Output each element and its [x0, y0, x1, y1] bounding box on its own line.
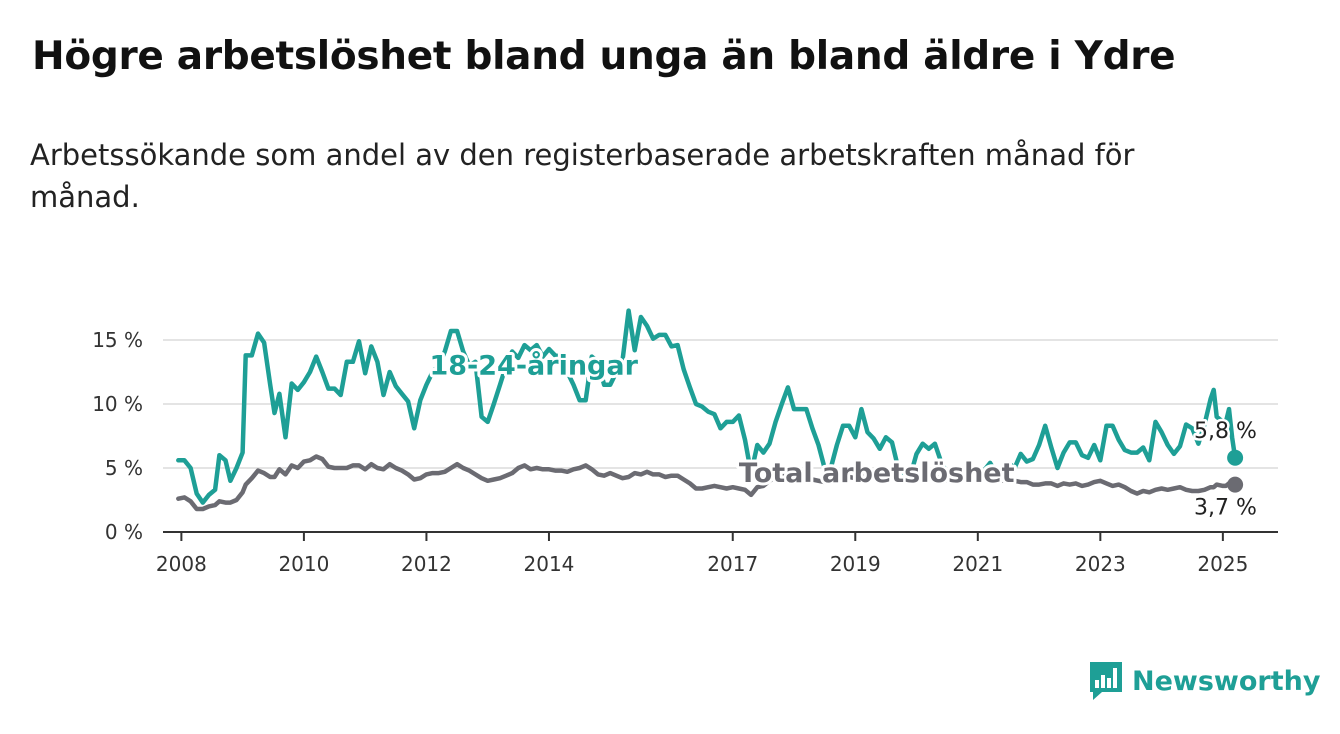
x-tick-label: 2025 — [1197, 552, 1248, 576]
brand-name: Newsworthy — [1132, 665, 1321, 697]
newsworthy-logo[interactable]: Newsworthy — [1088, 660, 1320, 702]
series-labels: 18-24-åringar Total arbetslöshet 5,8 % 3,7 … — [426, 347, 1259, 524]
chart-subtitle: Arbetssökande som andel av den registerb… — [30, 138, 1135, 214]
y-tick-label: 0 % — [105, 520, 143, 544]
bar-chart-logo-icon — [1090, 662, 1122, 700]
y-tick-label: 10 % — [92, 392, 143, 416]
x-axis-ticks: 2008 2010 2012 2014 2017 2019 2021 2023 2025 — [156, 531, 1278, 576]
x-tick-label: 2008 — [156, 552, 207, 576]
series-end-point-0 — [1227, 449, 1244, 466]
series-end-point-1 — [1227, 476, 1244, 493]
x-tick-label: 2012 — [401, 552, 452, 576]
y-axis-ticks: 0 % 5 % 10 % 15 % — [92, 328, 143, 544]
x-tick-label: 2017 — [707, 552, 758, 576]
grid-lines — [163, 339, 1278, 469]
x-tick-label: 2021 — [952, 552, 1003, 576]
x-tick-label: 2014 — [524, 552, 575, 576]
page-title: Högre arbetslöshet bland unga än bland ä… — [32, 34, 1176, 79]
series-end-label-0: 5,8 % — [1194, 419, 1257, 444]
series-end-label-1: 3,7 % — [1194, 496, 1257, 521]
series-line-1 — [176, 454, 1238, 512]
y-tick-label: 15 % — [92, 328, 143, 352]
series-name-label-0: 18-24-åringar — [429, 350, 638, 382]
series-lines — [176, 308, 1244, 512]
x-tick-label: 2023 — [1075, 552, 1126, 576]
x-tick-label: 2010 — [278, 552, 329, 576]
series-name-label-1: Total arbetslöshet — [739, 458, 1015, 489]
series-line-0 — [176, 308, 1238, 505]
y-tick-label: 5 % — [105, 456, 143, 480]
x-tick-label: 2019 — [830, 552, 881, 576]
